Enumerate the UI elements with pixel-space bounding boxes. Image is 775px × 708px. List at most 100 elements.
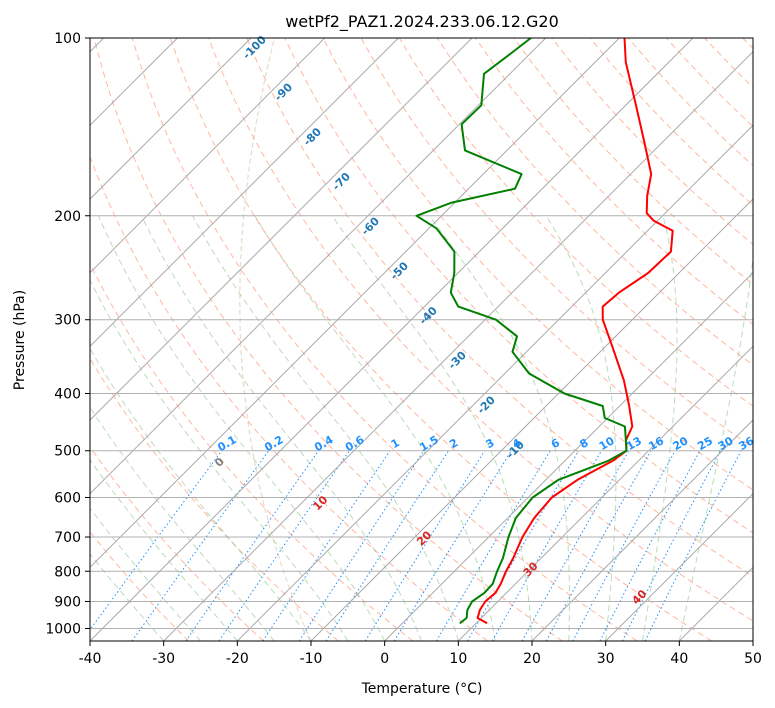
isotherm [236,124,753,641]
moist-adiabat [90,458,238,641]
x-tick-label: -10 [300,651,323,667]
isotherm [90,38,620,569]
mixing-ratio-line [644,450,742,641]
isotherm [384,271,753,641]
isotherm-label: -20 [475,393,498,416]
background-lines [90,38,753,641]
dry-adiabat [90,155,488,641]
isotherm-label: -70 [330,170,353,193]
mixing-ratio-line [262,450,391,641]
moist-adiabat [90,553,165,641]
dry-adiabat-label: 30 [521,559,541,579]
y-tick-label: 700 [54,530,81,546]
mixing-ratio-label: 8 [577,436,590,451]
isotherm [90,38,547,495]
moist-adiabat [331,215,533,641]
dry-adiabat-label: 20 [414,528,434,548]
dry-adiabat [551,38,753,245]
y-tick-label: 200 [54,209,81,225]
dry-adiabat [513,38,753,285]
isotherm [163,50,753,641]
mixing-ratio-line [90,450,223,631]
reference-curve [90,639,91,641]
dry-adiabat [704,38,753,89]
moist-adiabat [192,215,459,641]
mixing-ratio-line [599,450,701,641]
x-tick-label: 50 [744,651,762,667]
dry-adiabat [90,446,264,641]
reference-curve [239,38,312,641]
mixing-ratio-label: 3 [483,436,496,451]
y-tick-label: 300 [54,313,81,329]
moist-adiabat [90,406,275,641]
dry-adiabat [246,38,753,578]
mixing-ratio-line [621,450,721,641]
isotherm [90,38,473,421]
moist-adiabat [141,215,422,641]
moist-adiabat [678,253,753,641]
pressure-gridlines [90,38,753,629]
dry-adiabat-label: 10 [310,493,330,513]
dry-adiabat [589,38,753,206]
y-tick-label: 100 [54,31,81,47]
x-tick-label: -20 [226,651,249,667]
dry-adiabat [169,38,712,641]
isotherm-label: -80 [301,125,324,148]
y-tick-label: 600 [54,490,81,506]
y-axis-label: Pressure (hPa) [12,290,28,390]
dry-adiabat [475,38,753,325]
dry-adiabat [208,38,753,622]
mixing-ratio-line [298,450,425,641]
mixing-ratio-line [393,450,512,641]
y-tick-label: 800 [54,564,81,580]
x-tick-label: 30 [597,651,615,667]
moist-adiabat [545,215,617,641]
plot-frame [89,37,754,642]
y-tick-label: 500 [54,444,81,460]
mixing-ratio-line [364,450,486,641]
mixing-ratio-line [545,450,652,641]
isotherm-label: -40 [417,304,440,327]
y-tick-label: 1000 [45,621,81,637]
chart-title: wetPf2_PAZ1.2024.233.06.12.G20 [285,12,559,32]
y-axis: 100 200 300 400 500 600 700 800 900 1000 [45,31,90,637]
dry-adiabat [131,38,638,641]
moist-adiabat [98,215,386,641]
isotherm [90,38,326,274]
isotherm [605,492,753,641]
mixing-ratio-line [521,450,630,641]
mixing-ratio-line [325,450,450,641]
moist-adiabat [428,215,570,641]
x-tick-label: 0 [380,651,389,667]
dry-adiabat [90,357,339,641]
x-tick-label: 20 [523,651,541,667]
x-axis: -40 -30 -20 -10 0 10 20 30 40 50 [79,641,762,667]
dry-adiabat [90,262,414,641]
isotherm [531,419,753,641]
mixing-ratio-line [435,450,551,641]
mixing-ratio-line [185,450,320,641]
profile-lines [415,38,674,625]
dry-adiabat [284,38,753,534]
isotherm-label: -50 [388,259,411,282]
isotherm [310,198,753,641]
isotherm [678,566,753,641]
isotherm [752,640,753,641]
dry-adiabat [322,38,753,491]
mixing-ratio-line [218,450,350,641]
dry-adiabat [742,38,753,50]
x-tick-label: 10 [449,651,467,667]
dry-adiabat-label: 0 [212,455,227,470]
isotherm-label: -60 [359,214,382,237]
isotherm [90,38,694,641]
isotherm [457,345,753,641]
x-tick-label: -40 [79,651,102,667]
moist-adiabat [90,507,201,641]
y-tick-label: 900 [54,594,81,610]
mixing-ratio-label: 2 [447,436,460,451]
isotherm [90,38,399,348]
y-tick-label: 400 [54,387,81,403]
isotherm [90,38,252,200]
x-tick-label: -30 [152,651,175,667]
